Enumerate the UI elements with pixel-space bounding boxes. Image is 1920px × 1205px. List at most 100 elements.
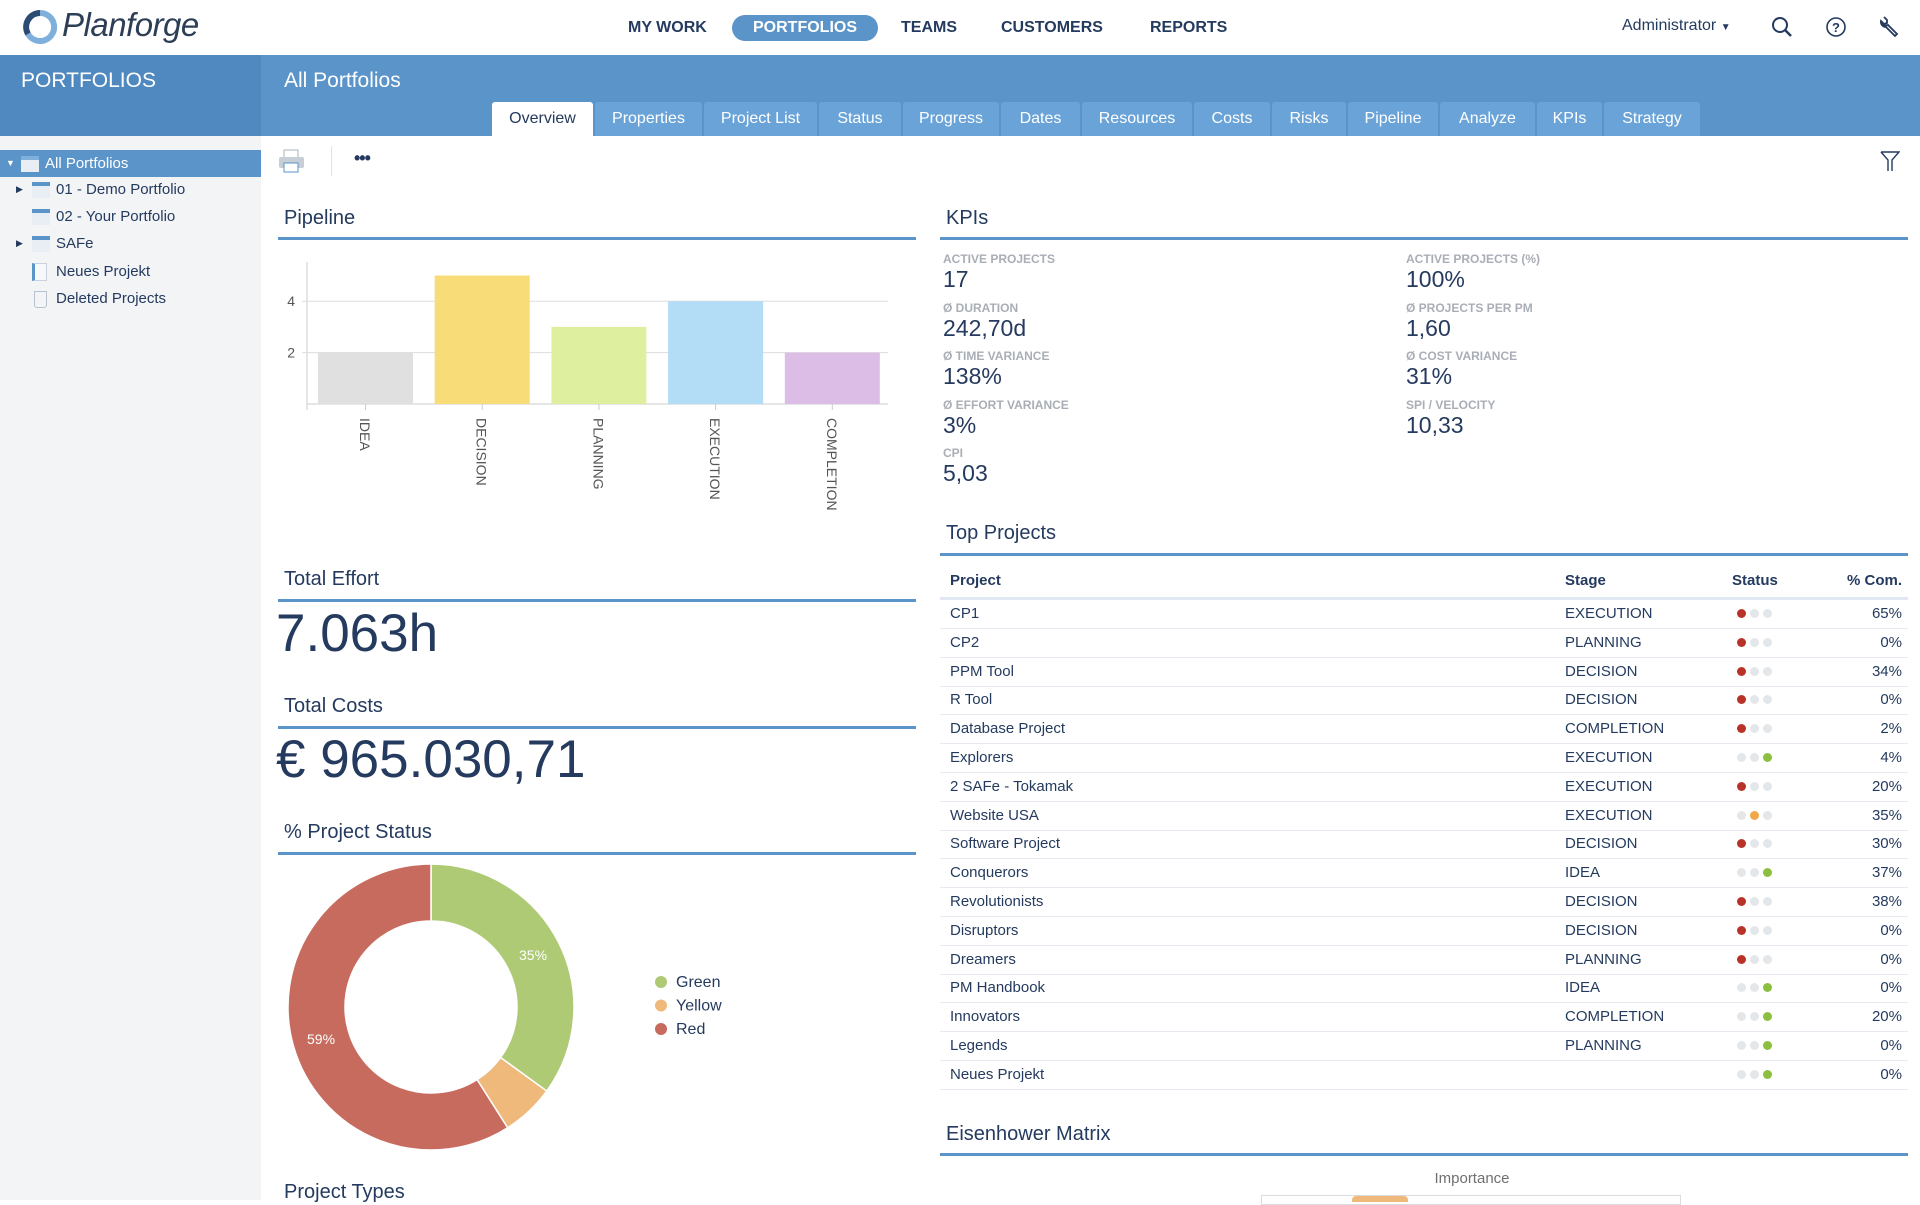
nav-customers[interactable]: CUSTOMERS [1001,19,1103,36]
pipeline-title: Pipeline [284,207,356,229]
table-row[interactable]: Software Project DECISION 30% [940,830,1908,860]
legend-label-yellow[interactable]: Yellow [676,998,722,1015]
legend-label-green[interactable]: Green [676,974,720,991]
app-logo[interactable]: Planforge [62,6,199,43]
project-name[interactable]: CP2 [950,633,980,651]
legend-label-red[interactable]: Red [676,1021,705,1038]
table-row[interactable]: Website USA EXECUTION 35% [940,802,1908,831]
tree-item-neues-projekt[interactable]: Neues Projekt [0,258,261,285]
table-row[interactable]: CP2 PLANNING 0% [940,629,1908,658]
tab-project-list[interactable]: Project List [704,102,817,136]
table-row[interactable]: PM Handbook IDEA 0% [940,974,1908,1004]
table-row[interactable]: Innovators COMPLETION 20% [940,1003,1908,1033]
project-percent-complete: 0% [1880,921,1902,939]
tab-dates[interactable]: Dates [1001,102,1080,136]
tab-properties[interactable]: Properties [595,102,702,136]
bar-execution[interactable] [668,301,764,404]
bar-planning[interactable] [551,326,647,404]
status-light-icon [1750,839,1759,849]
project-stage: DECISION [1565,921,1638,939]
project-name[interactable]: Disruptors [950,921,1019,939]
kpi-value: 100% [1406,266,1465,292]
table-row[interactable]: Neues Projekt 0% [940,1061,1908,1090]
tab-analyze[interactable]: Analyze [1440,102,1535,136]
donut-slice-red[interactable] [287,863,509,1151]
nav-portfolios[interactable]: PORTFOLIOS [732,15,878,41]
tab-progress[interactable]: Progress [903,102,999,136]
expand-arrow-icon[interactable]: ▼ [6,158,15,168]
more-options-icon[interactable]: ••• [354,148,371,168]
project-stage: IDEA [1565,864,1601,882]
expand-arrow-icon[interactable]: ▶ [16,184,23,194]
status-light-icon [1737,925,1746,935]
user-menu[interactable]: Administrator ▼ [1622,17,1731,35]
project-name[interactable]: Innovators [950,1008,1021,1026]
column-header-stage[interactable]: Stage [1565,572,1606,589]
legend-marker [655,999,667,1012]
status-light-icon [1750,781,1759,791]
table-row[interactable]: Explorers EXECUTION 4% [940,744,1908,773]
table-row[interactable]: Database Project COMPLETION 2% [940,715,1908,745]
table-row[interactable]: Disruptors DECISION 0% [940,917,1908,946]
tab-kpis[interactable]: KPIs [1537,102,1602,136]
kpi-label: SPI / VELOCITY [1406,397,1496,412]
tree-item-all-portfolios[interactable]: ▼ All Portfolios [0,150,261,177]
table-row[interactable]: CP1 EXECUTION 65% [940,600,1908,629]
tab-resources[interactable]: Resources [1082,102,1192,136]
column-header-status[interactable]: Status [1732,572,1778,589]
bar-decision[interactable] [434,275,530,405]
bar-completion[interactable] [784,352,880,404]
column-header-percent-complete[interactable]: % Com. [1846,572,1902,589]
project-name[interactable]: Database Project [950,720,1066,738]
tree-item-demo-portfolio[interactable]: ▶ 01 - Demo Portfolio [0,176,261,203]
nav-my-work[interactable]: MY WORK [628,19,707,36]
bar-idea[interactable] [318,352,413,404]
project-name[interactable]: R Tool [950,691,993,709]
top-projects-title: Top Projects [946,522,1057,544]
column-header-project[interactable]: Project [950,572,1001,589]
filter-icon[interactable] [1880,150,1900,172]
donut-data-label: 35% [519,947,547,963]
project-name[interactable]: Dreamers [950,950,1016,968]
tab-status[interactable]: Status [819,102,901,136]
table-row[interactable]: 2 SAFe - Tokamak EXECUTION 20% [940,773,1908,802]
search-icon[interactable] [1771,16,1793,38]
tree-item-your-portfolio[interactable]: 02 - Your Portfolio [0,203,261,230]
status-light-icon [1750,1069,1759,1079]
wrench-icon[interactable] [1878,15,1900,37]
nav-reports[interactable]: REPORTS [1150,19,1228,36]
project-name[interactable]: CP1 [950,605,980,622]
table-row[interactable]: Conquerors IDEA 37% [940,859,1908,889]
tab-strategy[interactable]: Strategy [1604,102,1700,136]
project-name[interactable]: Revolutionists [950,893,1044,910]
project-name[interactable]: PPM Tool [950,662,1014,680]
table-row[interactable]: PPM Tool DECISION 34% [940,658,1908,687]
project-name[interactable]: Neues Projekt [950,1065,1045,1083]
project-name[interactable]: Website USA [950,806,1039,824]
tab-costs[interactable]: Costs [1194,102,1270,136]
table-row[interactable]: Legends PLANNING 0% [940,1032,1908,1061]
tab-pipeline[interactable]: Pipeline [1348,102,1438,136]
table-row[interactable]: Dreamers PLANNING 0% [940,946,1908,975]
project-name[interactable]: PM Handbook [950,979,1046,997]
tab-risks[interactable]: Risks [1272,102,1346,136]
portfolio-icon [32,209,50,225]
nav-teams[interactable]: TEAMS [901,19,957,36]
table-row[interactable]: Revolutionists DECISION 38% [940,888,1908,917]
help-icon[interactable]: ? [1825,16,1847,38]
status-light-icon [1763,983,1772,993]
table-row[interactable]: R Tool DECISION 0% [940,686,1908,716]
project-name[interactable]: 2 SAFe - Tokamak [950,777,1074,795]
project-name[interactable]: Legends [950,1037,1008,1054]
status-light-icon [1750,954,1759,964]
tab-overview[interactable]: Overview [492,102,593,136]
tree-item-deleted-projects[interactable]: Deleted Projects [0,285,261,312]
expand-arrow-icon[interactable]: ▶ [16,238,23,248]
legend-marker [655,1023,667,1035]
project-name[interactable]: Conquerors [950,864,1029,882]
project-name[interactable]: Explorers [950,749,1014,766]
tree-item-safe[interactable]: ▶ SAFe [0,230,261,257]
donut-slice-green[interactable] [430,863,575,1093]
print-icon[interactable] [277,148,307,174]
project-name[interactable]: Software Project [950,835,1061,853]
